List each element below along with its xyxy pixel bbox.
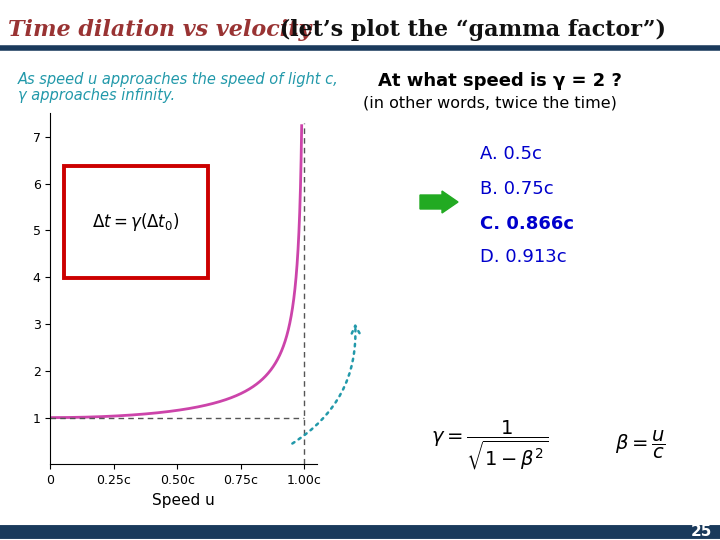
Text: At what speed is γ = 2 ?: At what speed is γ = 2 ? (378, 72, 622, 90)
Text: γ approaches infinity.: γ approaches infinity. (29, 107, 178, 121)
Text: A. 0.5c: A. 0.5c (480, 145, 542, 163)
Text: Time dilation vs velocity: Time dilation vs velocity (8, 19, 311, 41)
Text: As speed  υ approaches the speed of light υ,: As speed υ approaches the speed of light… (29, 75, 335, 89)
FancyArrow shape (420, 191, 458, 213)
X-axis label: Speed u: Speed u (152, 492, 215, 508)
FancyBboxPatch shape (64, 166, 207, 279)
Text: C. 0.866c: C. 0.866c (480, 215, 574, 233)
Text: D. 0.913c: D. 0.913c (480, 248, 567, 266)
Text: (let’s plot the “gamma factor”): (let’s plot the “gamma factor”) (272, 19, 666, 41)
Text: γ approaches infinity.: γ approaches infinity. (18, 88, 175, 103)
Text: $\gamma = \dfrac{1}{\sqrt{1-\beta^2}}$: $\gamma = \dfrac{1}{\sqrt{1-\beta^2}}$ (431, 418, 549, 471)
Text: $\Delta t = \gamma(\Delta t_0)$: $\Delta t = \gamma(\Delta t_0)$ (92, 211, 179, 233)
Text: B. 0.75c: B. 0.75c (480, 180, 554, 198)
Text: (in other words, twice the time): (in other words, twice the time) (363, 95, 617, 110)
Text: As speed u approaches the speed of light c,: As speed u approaches the speed of light… (18, 72, 338, 87)
Text: 25: 25 (690, 524, 712, 539)
Text: $\beta = \dfrac{u}{c}$: $\beta = \dfrac{u}{c}$ (615, 429, 665, 461)
